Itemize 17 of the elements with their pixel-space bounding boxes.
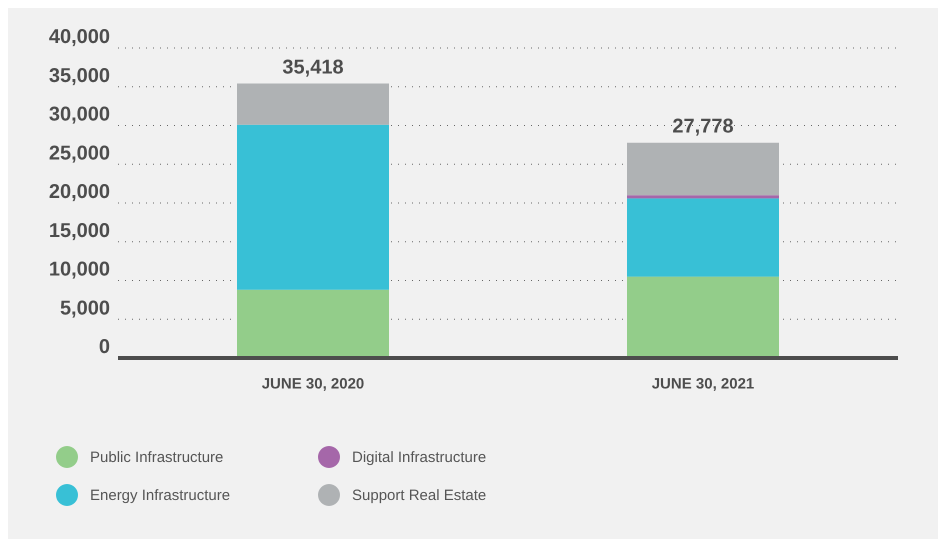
x-tick-label: JUNE 30, 2021 — [652, 376, 754, 393]
y-tick-label: 15,000 — [48, 220, 110, 242]
y-tick-label: 30,000 — [48, 104, 110, 126]
legend-label: Public Infrastructure — [90, 448, 224, 466]
total-label: 27,778 — [672, 116, 734, 138]
x-tick-label: JUNE 30, 2020 — [262, 376, 364, 393]
y-tick-label: 0 — [98, 336, 110, 358]
y-tick-label: 5,000 — [60, 297, 110, 320]
y-tick-label: 10,000 — [48, 258, 110, 281]
legend-label: Energy Infrastructure — [90, 486, 230, 504]
legend-label: Support Real Estate — [352, 486, 486, 504]
y-tick-label: 25,000 — [48, 142, 110, 164]
y-tick-label: 20,000 — [48, 181, 110, 204]
total-label: 35,418 — [282, 56, 344, 79]
legend-label: Digital Infrastructure — [352, 448, 486, 466]
y-tick-label: 40,000 — [48, 26, 110, 48]
y-tick-label: 35,000 — [48, 64, 110, 87]
